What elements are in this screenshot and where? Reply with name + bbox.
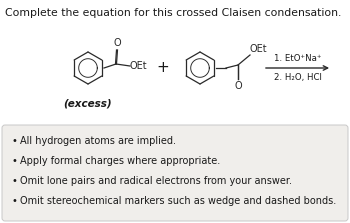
Text: Complete the equation for this crossed Claisen condensation.: Complete the equation for this crossed C… <box>5 8 341 18</box>
FancyBboxPatch shape <box>2 125 348 221</box>
Text: 2. H₂O, HCl: 2. H₂O, HCl <box>274 73 321 82</box>
Text: OEt: OEt <box>250 44 268 54</box>
Text: +: + <box>157 60 169 76</box>
Text: O: O <box>113 38 121 48</box>
Text: •: • <box>11 156 17 166</box>
Text: 1. EtO⁺Na⁺: 1. EtO⁺Na⁺ <box>274 54 321 63</box>
Text: •: • <box>11 136 17 146</box>
Text: Omit lone pairs and radical electrons from your answer.: Omit lone pairs and radical electrons fr… <box>20 176 292 186</box>
Text: Apply formal charges where appropriate.: Apply formal charges where appropriate. <box>20 156 220 166</box>
Text: •: • <box>11 196 17 206</box>
Text: Omit stereochemical markers such as wedge and dashed bonds.: Omit stereochemical markers such as wedg… <box>20 196 336 206</box>
Text: (excess): (excess) <box>64 98 112 108</box>
Text: •: • <box>11 176 17 186</box>
Text: OEt: OEt <box>130 61 148 71</box>
Text: O: O <box>234 81 242 91</box>
Text: All hydrogen atoms are implied.: All hydrogen atoms are implied. <box>20 136 176 146</box>
